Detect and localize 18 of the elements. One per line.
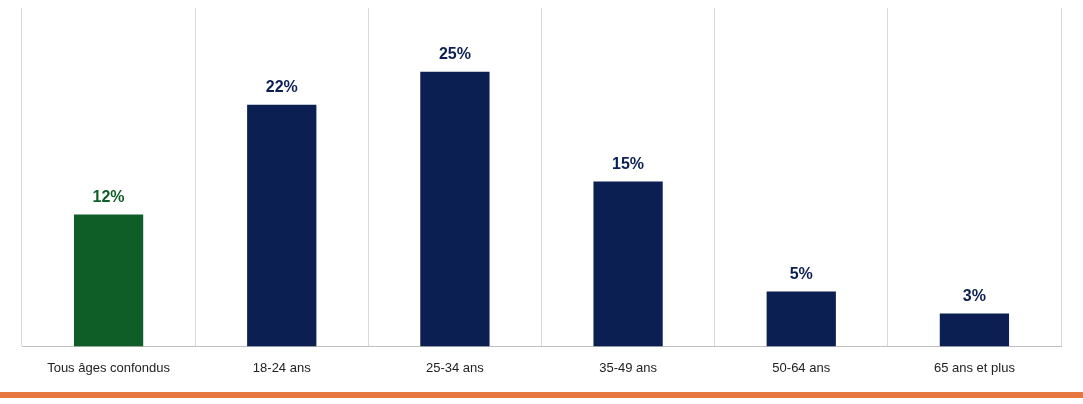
data-label: 3% (962, 286, 986, 304)
data-label: 25% (438, 45, 471, 63)
bar (766, 291, 836, 347)
x-tick-label: 18-24 ans (252, 359, 312, 375)
data-label: 5% (789, 264, 813, 282)
x-tick-label: 50-64 ans (772, 359, 831, 375)
bar (247, 104, 317, 347)
bar (420, 71, 490, 347)
x-tick-label: 25-34 ans (426, 359, 485, 375)
data-label: 15% (612, 155, 645, 172)
x-tick-label: Tous âges confondus (47, 359, 171, 375)
data-label: 22% (265, 78, 298, 96)
data-label: 12% (92, 187, 125, 205)
bar (73, 214, 144, 347)
x-tick-label: 65 ans et plus (933, 359, 1016, 375)
x-tick-label: 35-49 ans (599, 359, 658, 375)
bar (593, 181, 663, 347)
bar (939, 313, 1010, 347)
